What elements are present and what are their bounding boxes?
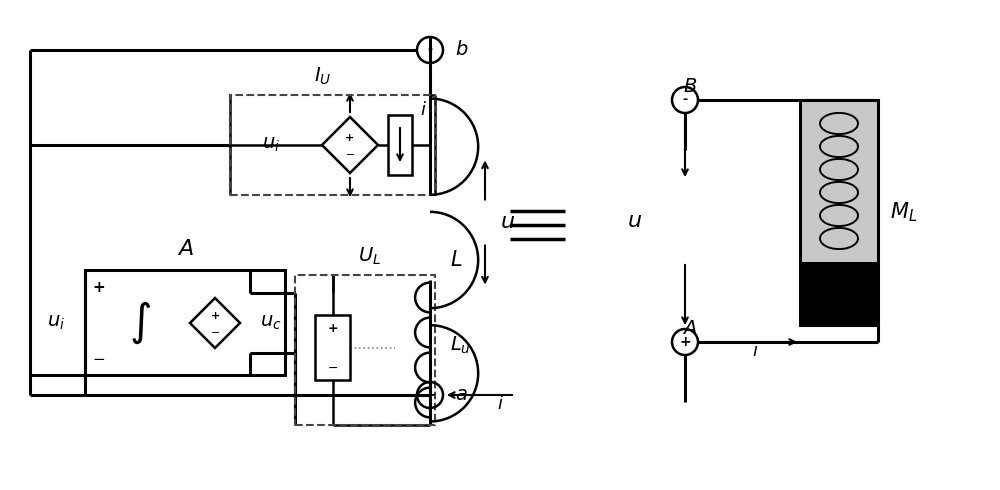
Text: $M_L$: $M_L$ bbox=[890, 201, 917, 224]
Text: $i$: $i$ bbox=[752, 342, 758, 360]
Text: +: + bbox=[327, 321, 338, 335]
Text: $-$: $-$ bbox=[210, 326, 220, 336]
Text: $U_L$: $U_L$ bbox=[358, 245, 382, 267]
Text: -: - bbox=[682, 94, 688, 106]
Text: $L_u$: $L_u$ bbox=[450, 334, 471, 356]
Bar bbox=[800, 262, 878, 325]
Text: +: + bbox=[93, 280, 105, 295]
Text: $a$: $a$ bbox=[455, 386, 468, 404]
Text: +: + bbox=[679, 335, 691, 349]
Text: $I_U$: $I_U$ bbox=[314, 66, 331, 87]
Text: $A$: $A$ bbox=[177, 238, 193, 260]
Bar bbox=[800, 100, 878, 262]
Text: $-$: $-$ bbox=[92, 349, 106, 365]
Text: $b$: $b$ bbox=[455, 41, 468, 59]
Bar bbox=[295, 275, 435, 425]
Text: $i$: $i$ bbox=[420, 101, 427, 119]
Bar bbox=[315, 315, 350, 380]
Text: $u_c$: $u_c$ bbox=[260, 314, 282, 332]
Text: $\int$: $\int$ bbox=[129, 299, 151, 346]
Text: +: + bbox=[345, 133, 355, 143]
Text: $A$: $A$ bbox=[682, 320, 698, 338]
Text: $u_i$: $u_i$ bbox=[47, 313, 65, 332]
Text: +: + bbox=[424, 388, 436, 402]
Text: $L$: $L$ bbox=[450, 250, 462, 270]
Bar bbox=[388, 115, 412, 175]
Bar bbox=[230, 95, 435, 195]
Text: $i$: $i$ bbox=[497, 395, 503, 413]
Text: $u$: $u$ bbox=[627, 210, 643, 232]
Text: $-$: $-$ bbox=[345, 148, 355, 158]
Text: $u$: $u$ bbox=[500, 212, 515, 234]
Bar bbox=[800, 100, 878, 325]
Text: -: - bbox=[427, 44, 433, 56]
Text: $B$: $B$ bbox=[683, 78, 697, 96]
Text: +: + bbox=[210, 311, 220, 321]
Text: $u_i$: $u_i$ bbox=[262, 136, 280, 154]
Bar bbox=[85, 270, 285, 375]
Text: $-$: $-$ bbox=[327, 361, 338, 373]
